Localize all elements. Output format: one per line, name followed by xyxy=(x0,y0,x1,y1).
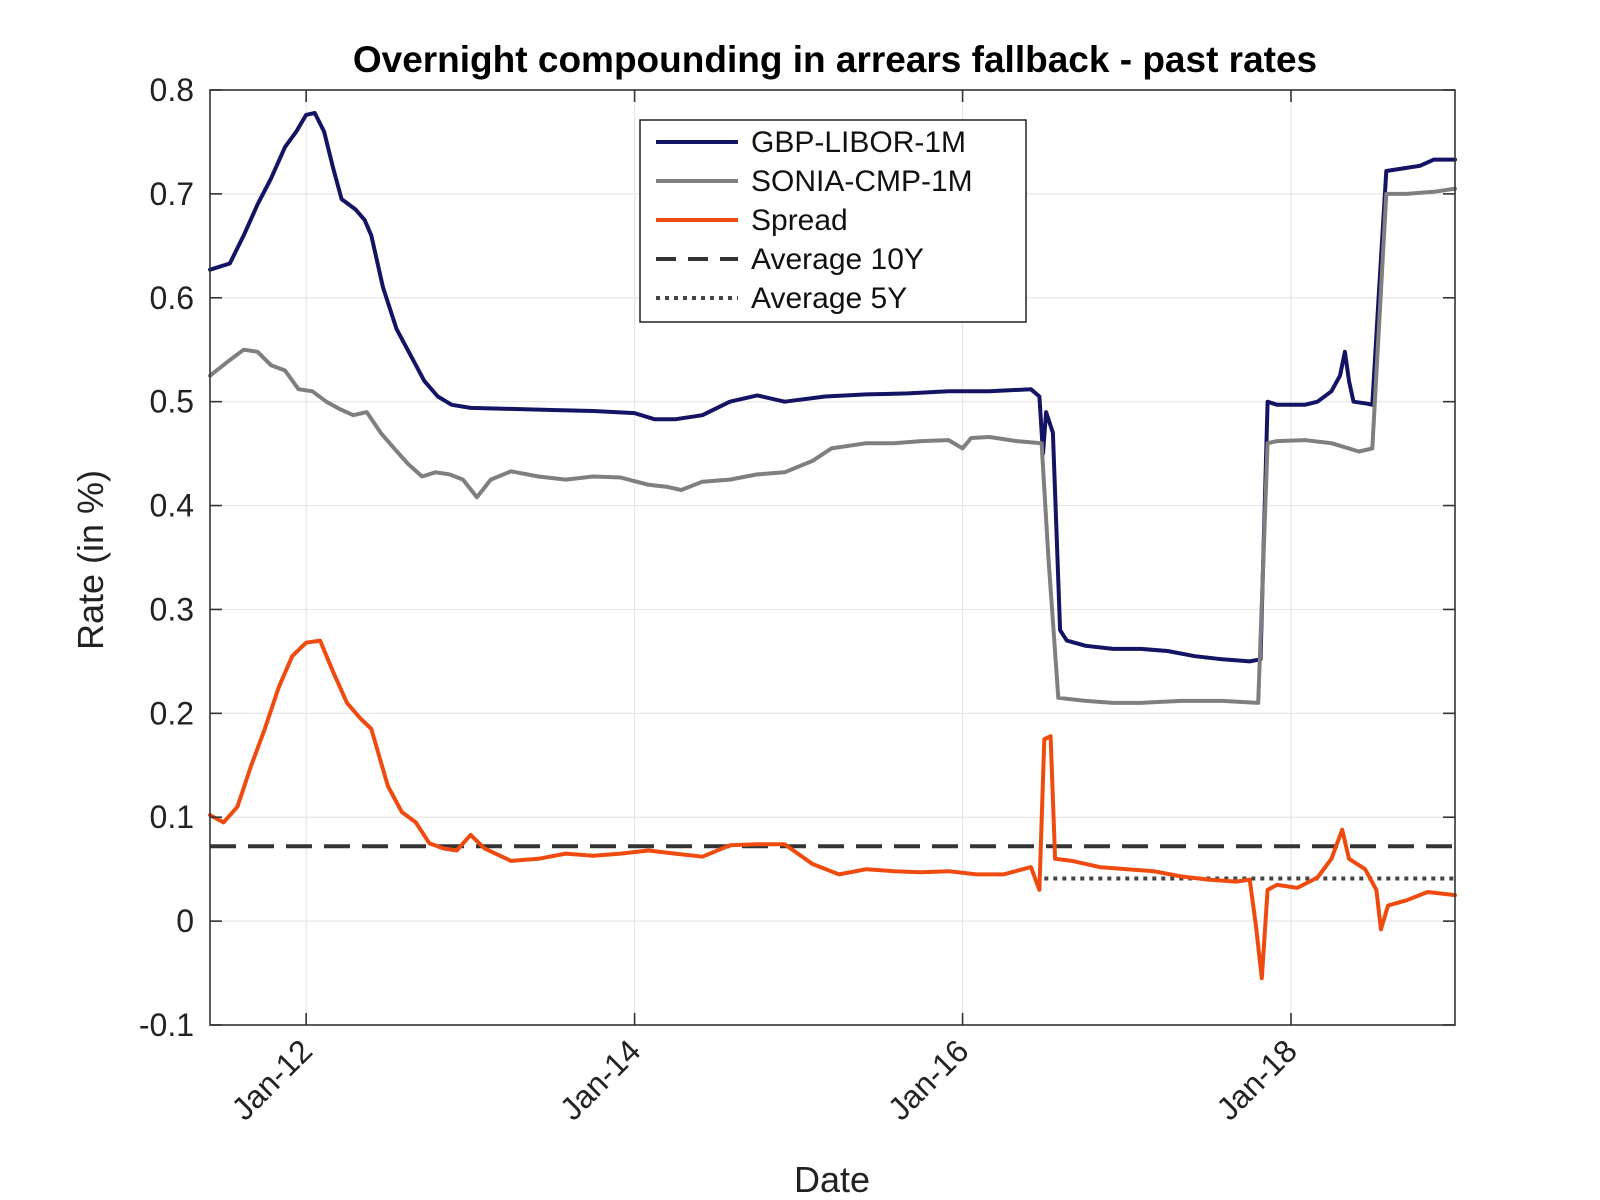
chart-title: Overnight compounding in arrears fallbac… xyxy=(353,39,1317,80)
x-tick-label: Jan-14 xyxy=(553,1032,648,1127)
x-tick-label: Jan-16 xyxy=(881,1032,976,1127)
y-axis-label: Rate (in %) xyxy=(70,470,111,650)
y-tick-label: -0.1 xyxy=(139,1007,194,1043)
average-lines xyxy=(210,844,1455,881)
y-tick-label: 0 xyxy=(176,903,194,939)
grid-lines xyxy=(210,89,1455,1026)
y-tick-label: 0.7 xyxy=(150,176,194,212)
plot-frame xyxy=(209,89,1456,1026)
y-tick-label: 0.5 xyxy=(150,384,194,420)
legend: GBP-LIBOR-1M SONIA-CMP-1M Spread Average 10… xyxy=(639,119,1027,323)
y-tick-label: 0.4 xyxy=(150,488,194,524)
series-lines xyxy=(208,110,1457,981)
legend-label: SONIA-CMP-1M xyxy=(751,165,973,198)
y-tick-label: 0.1 xyxy=(150,799,194,835)
y-tick-label: 0.6 xyxy=(150,280,194,316)
legend-label: Spread xyxy=(751,204,848,237)
series-gbp-libor-1m-line xyxy=(208,110,1457,664)
x-tick-label: Jan-12 xyxy=(224,1032,319,1127)
legend-label: Average 5Y xyxy=(751,282,907,315)
y-tick-label: 0.8 xyxy=(150,72,194,108)
x-tick-label: Jan-18 xyxy=(1209,1032,1304,1127)
legend-label: Average 10Y xyxy=(751,243,924,276)
legend-label: GBP-LIBOR-1M xyxy=(751,126,966,159)
y-tick-label: 0.3 xyxy=(150,591,194,627)
y-tick-label: 0.2 xyxy=(150,695,194,731)
x-axis-label: Date xyxy=(794,1159,870,1200)
series-spread-line xyxy=(208,638,1457,981)
series-sonia-cmp-1m-line xyxy=(208,186,1457,705)
